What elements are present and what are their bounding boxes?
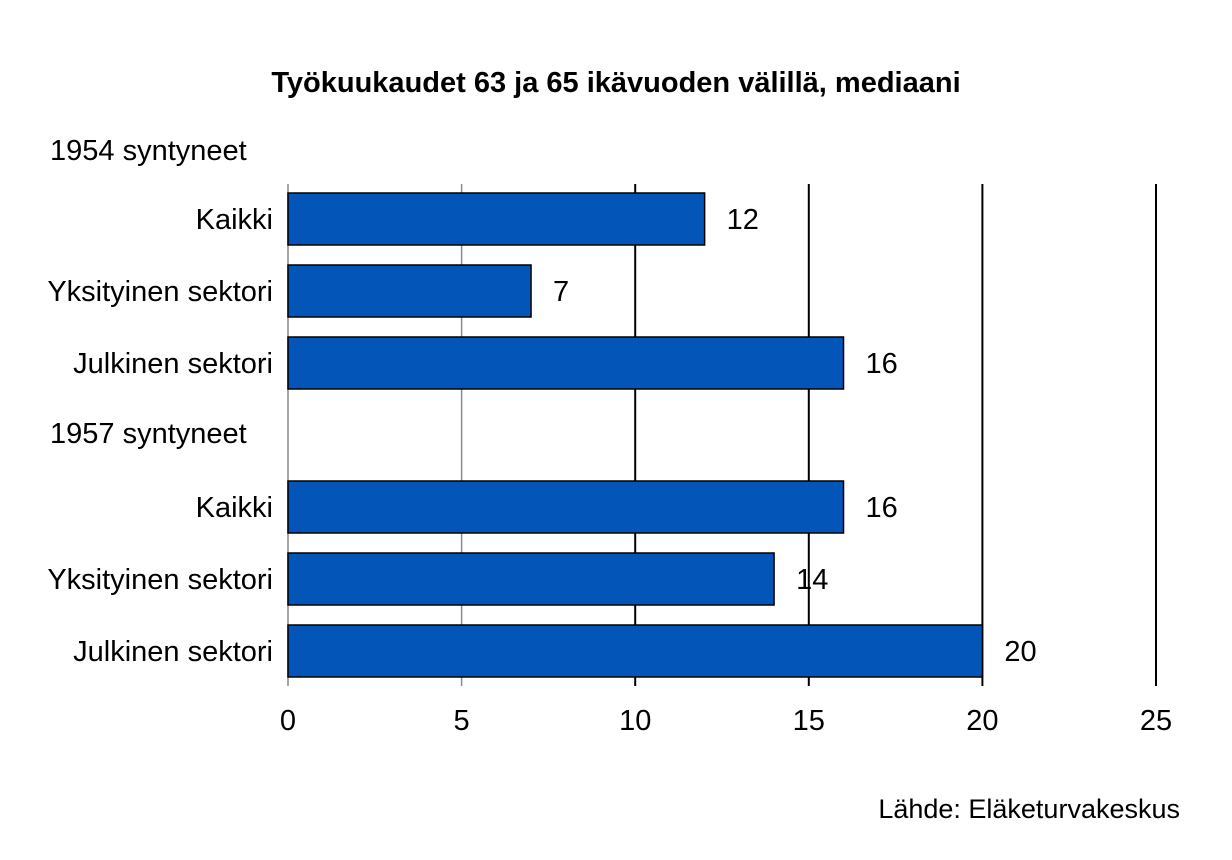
source-note: Lähde: Eläketurvakeskus	[878, 794, 1180, 824]
data-label: 16	[866, 492, 898, 524]
category-label: Yksityinen sektori	[47, 564, 273, 596]
group-label: 1954 syntyneet	[50, 135, 247, 167]
bar	[287, 624, 984, 678]
x-tick-label: 15	[793, 705, 825, 737]
category-label: Julkinen sektori	[73, 636, 273, 668]
bar	[287, 552, 775, 606]
data-label: 7	[553, 276, 569, 308]
group-label: 1957 syntyneet	[50, 418, 247, 450]
chart-title: Työkuukaudet 63 ja 65 ikävuoden välillä,…	[271, 67, 960, 99]
gridlines	[287, 184, 1157, 686]
x-tick-label: 10	[619, 705, 651, 737]
data-label: 14	[796, 564, 828, 596]
x-tick-label: 25	[1140, 705, 1172, 737]
bar	[287, 480, 845, 534]
x-tick-label: 20	[966, 705, 998, 737]
bar	[287, 264, 532, 318]
category-label: Yksityinen sektori	[47, 276, 273, 308]
category-label: Kaikki	[196, 204, 273, 236]
x-tick-label: 0	[280, 705, 296, 737]
category-labels: 1954 syntyneet Kaikki Yksityinen sektori Ju…	[47, 135, 273, 668]
category-label: Julkinen sektori	[73, 348, 273, 380]
data-label: 12	[727, 204, 759, 236]
bars: 12 7 16 16 14 20	[287, 192, 1037, 678]
category-label: Kaikki	[196, 492, 273, 524]
bar	[287, 336, 845, 390]
bar	[287, 192, 706, 246]
x-axis-ticks: 0 5 10 15 20 25	[280, 705, 1172, 737]
data-label: 20	[1004, 636, 1036, 668]
x-tick-label: 5	[454, 705, 470, 737]
data-label: 16	[866, 348, 898, 380]
